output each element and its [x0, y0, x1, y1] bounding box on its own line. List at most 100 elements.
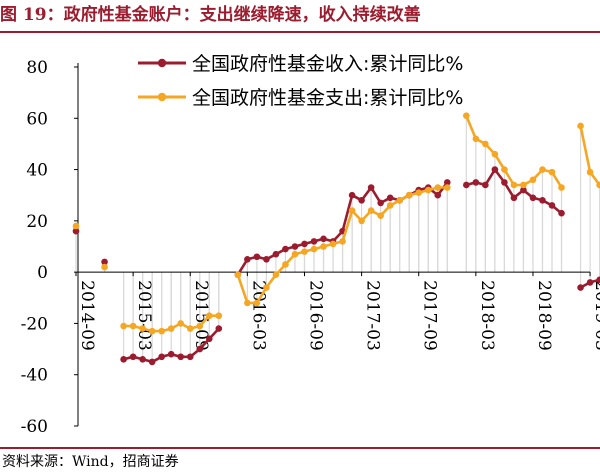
y-tick-label: 20 — [26, 212, 48, 232]
data-point — [291, 243, 299, 250]
data-point — [491, 166, 499, 173]
data-point — [529, 176, 537, 184]
data-point — [482, 181, 489, 189]
x-tick-label: 2019-03 — [591, 280, 600, 351]
y-tick-label: 60 — [26, 109, 48, 129]
data-point — [129, 322, 137, 330]
x-tick-label: 2016-03 — [248, 280, 268, 351]
data-point — [320, 235, 327, 243]
data-point — [424, 186, 432, 194]
legend-label: 全国政府性基金收入:累计同比% — [192, 53, 463, 75]
data-point — [167, 350, 175, 358]
data-point — [348, 207, 356, 214]
y-tick-label: -40 — [21, 366, 48, 386]
data-point — [148, 358, 156, 366]
data-point — [253, 253, 261, 261]
data-point — [405, 191, 413, 199]
source-note: 资料来源：Wind，招商证券 — [2, 454, 179, 470]
data-point — [177, 320, 185, 327]
data-point — [72, 222, 80, 230]
data-point — [443, 184, 451, 191]
data-point — [434, 184, 442, 191]
y-tick-label: 80 — [26, 58, 48, 78]
data-point — [291, 250, 299, 258]
data-point — [463, 181, 470, 189]
y-tick-label: 40 — [26, 161, 48, 181]
data-point — [263, 256, 270, 263]
data-point — [158, 327, 165, 335]
data-point — [577, 284, 584, 291]
data-point — [377, 199, 384, 207]
data-point — [272, 271, 280, 279]
data-point — [396, 197, 403, 204]
y-tick-label: 0 — [37, 263, 48, 283]
x-tick-label: 2016-09 — [305, 280, 325, 351]
data-point — [129, 353, 137, 361]
x-tick-label: 2015-09 — [191, 280, 211, 351]
data-point — [377, 212, 384, 220]
data-point — [539, 197, 546, 204]
data-point — [358, 197, 365, 204]
data-point — [586, 168, 594, 176]
data-point — [196, 345, 204, 353]
data-point — [205, 312, 213, 320]
data-point — [386, 202, 394, 209]
data-point — [367, 184, 375, 191]
data-point — [501, 179, 508, 186]
data-point — [301, 248, 308, 255]
data-point — [158, 353, 165, 361]
data-point — [339, 238, 346, 245]
data-point — [329, 240, 337, 248]
data-point — [120, 356, 127, 363]
data-point — [301, 240, 308, 248]
x-tick-label: 2015-03 — [134, 280, 154, 351]
data-point — [510, 181, 518, 189]
data-point — [443, 179, 451, 186]
data-point — [558, 184, 565, 191]
figure-title: 图 19：政府性基金账户：支出继续降速，收入持续改善 — [0, 5, 421, 25]
data-point — [234, 271, 242, 279]
data-point — [196, 322, 204, 330]
data-point — [529, 194, 537, 202]
legend-marker — [157, 58, 167, 68]
data-point — [148, 327, 156, 335]
y-tick-label: -60 — [21, 417, 48, 437]
data-point — [186, 325, 194, 332]
data-point — [548, 168, 556, 176]
data-point — [244, 256, 251, 263]
data-point — [310, 245, 318, 253]
x-tick-label: 2014-09 — [77, 280, 97, 351]
data-point — [415, 189, 423, 196]
data-point — [348, 191, 356, 199]
y-tick-label: -20 — [21, 314, 48, 334]
data-point — [263, 284, 270, 291]
legend-marker — [157, 92, 167, 102]
data-point — [386, 194, 394, 202]
data-point — [139, 356, 146, 363]
data-point — [272, 250, 280, 258]
data-point — [596, 181, 600, 189]
data-point — [215, 312, 223, 320]
x-tick-label: 2017-09 — [420, 280, 440, 351]
data-point — [548, 202, 556, 209]
data-point — [510, 194, 518, 202]
data-point — [596, 276, 600, 284]
series-line — [464, 114, 563, 189]
data-point — [463, 112, 470, 120]
data-point — [282, 245, 289, 253]
data-point — [520, 181, 527, 189]
data-point — [320, 243, 327, 250]
data-point — [520, 186, 527, 194]
data-point — [282, 261, 289, 268]
x-tick-label: 2018-03 — [477, 280, 497, 351]
data-point — [501, 166, 508, 173]
data-point — [186, 353, 194, 361]
data-point — [72, 227, 80, 235]
data-point — [120, 322, 127, 330]
line-chart: -60 -40 -20 0 20 40 60 80 2014-09 2015-03 2015-09 2… — [21, 53, 600, 437]
data-point — [205, 335, 213, 343]
data-point — [310, 238, 318, 245]
data-point — [244, 299, 251, 307]
data-point — [167, 325, 175, 332]
data-point — [358, 217, 365, 225]
